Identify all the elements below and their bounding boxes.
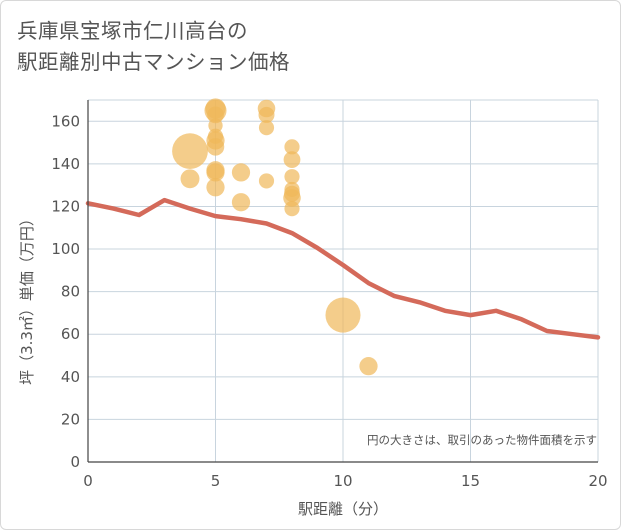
bubble-point — [206, 163, 225, 182]
bubble-point — [208, 118, 223, 133]
bubble-point — [258, 120, 275, 136]
trend-line-layer — [85, 197, 601, 340]
bubble-point — [180, 169, 200, 189]
bubble-point — [359, 357, 378, 376]
y-axis-label: 坪（3.3㎡）単価（万円） — [18, 211, 36, 385]
bubble-point — [207, 106, 224, 124]
average-price-line — [85, 197, 601, 340]
x-tick-label: 10 — [333, 472, 352, 490]
y-tick-label: 120 — [51, 197, 80, 215]
y-tick-label: 160 — [51, 112, 80, 130]
y-tick-label: 140 — [51, 155, 80, 173]
bubble-point — [231, 163, 251, 182]
bubble-point — [284, 139, 300, 155]
y-tick-label: 0 — [70, 453, 80, 471]
x-tick-label: 5 — [211, 472, 221, 490]
y-tick-label: 40 — [61, 368, 80, 386]
bubble-point — [172, 133, 208, 169]
grid — [87, 99, 599, 463]
bubble-point — [325, 297, 361, 333]
bubble-point — [231, 193, 251, 212]
chart-title: 兵庫県宝塚市仁川高台の 駅距離別中古マンション価格 — [17, 16, 290, 78]
y-tick-label: 80 — [61, 283, 80, 301]
chart-title-line-1: 兵庫県宝塚市仁川高台の — [17, 19, 248, 43]
chart-title-line-2: 駅距離別中古マンション価格 — [17, 50, 290, 74]
bubble-point — [258, 106, 275, 123]
bubble-point — [284, 201, 300, 217]
size-note: 円の大きさは、取引のあった物件面積を示す — [367, 433, 597, 447]
bubble-point — [206, 138, 225, 156]
bubble-point — [258, 173, 275, 189]
y-tick-label: 20 — [61, 410, 80, 428]
x-tick-label: 15 — [461, 472, 480, 490]
x-axis-label: 駅距離（分） — [298, 500, 388, 518]
bubble-point — [283, 189, 301, 207]
axes: 0 5 10 15 20 0 20 40 60 80 100 120 140 160 — [51, 100, 608, 490]
x-tick-label: 20 — [588, 472, 607, 490]
y-tick-label: 100 — [51, 240, 80, 258]
bubble-layer — [172, 98, 378, 376]
x-tick-label: 0 — [83, 472, 93, 490]
bubble-point — [206, 178, 225, 197]
bubble-point — [283, 151, 301, 169]
bubble-point — [284, 169, 300, 185]
y-tick-label: 60 — [61, 325, 80, 343]
